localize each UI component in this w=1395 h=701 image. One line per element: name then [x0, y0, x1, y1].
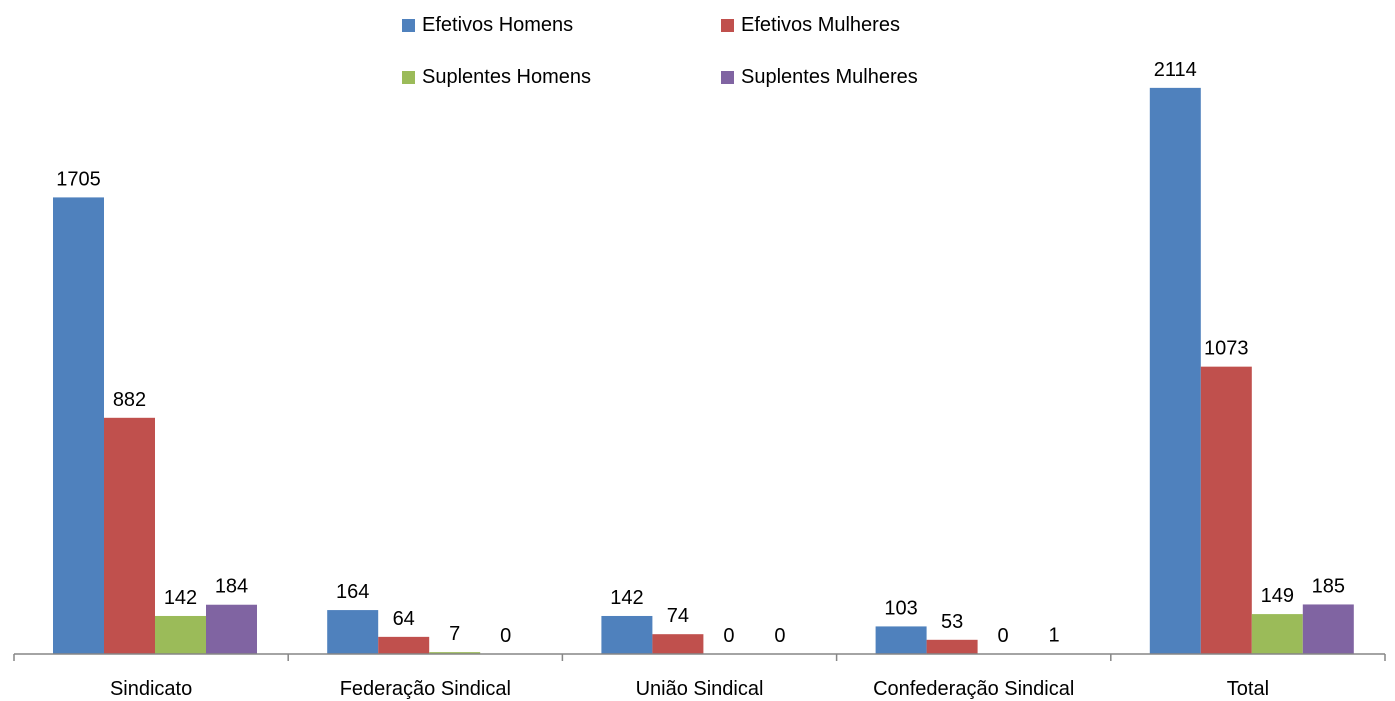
bar [327, 610, 379, 654]
x-tick-label: União Sindical [636, 678, 764, 700]
bar [155, 615, 206, 654]
x-tick-label: Federação Sindical [340, 678, 511, 700]
bar [875, 626, 927, 654]
legend-item-efetivos-homens: Efetivos Homens [402, 14, 573, 37]
x-tick-label: Sindicato [110, 678, 192, 700]
x-tick-label: Total [1227, 678, 1269, 700]
legend-item-efetivos-mulheres: Efetivos Mulheres [721, 14, 900, 37]
data-label: 184 [215, 576, 248, 598]
data-label: 0 [723, 625, 734, 647]
bar [601, 615, 653, 654]
legend-label: Suplentes Mulheres [741, 66, 918, 88]
data-label: 1 [1049, 625, 1060, 647]
data-label: 164 [336, 581, 369, 603]
data-label: 149 [1261, 585, 1294, 607]
bar [104, 417, 155, 654]
legend-swatch [402, 71, 415, 84]
legend-label: Suplentes Homens [422, 66, 591, 88]
bar [429, 652, 481, 654]
data-label: 0 [500, 625, 511, 647]
data-label: 882 [113, 389, 146, 411]
bar [652, 634, 704, 654]
data-label: 142 [164, 587, 197, 609]
data-label: 0 [774, 625, 785, 647]
legend-item-suplentes-mulheres: Suplentes Mulheres [721, 66, 918, 89]
data-label: 142 [610, 587, 643, 609]
bar [926, 639, 978, 654]
data-label: 185 [1312, 575, 1345, 597]
data-label: 64 [393, 608, 415, 630]
bar [1302, 604, 1354, 654]
bar [1149, 87, 1201, 655]
x-tick-label: Confederação Sindical [873, 678, 1074, 700]
legend-item-suplentes-homens: Suplentes Homens [402, 66, 591, 89]
bar [206, 604, 257, 654]
data-label: 53 [941, 611, 963, 633]
data-label: 74 [667, 605, 689, 627]
data-label: 1073 [1204, 338, 1249, 360]
legend-swatch [721, 71, 734, 84]
bar [53, 197, 104, 654]
legend-swatch [721, 19, 734, 32]
legend-swatch [402, 19, 415, 32]
bar [378, 636, 430, 654]
data-label: 103 [884, 597, 917, 619]
bar [1251, 614, 1303, 654]
data-label: 1705 [56, 168, 101, 190]
legend-label: Efetivos Homens [422, 14, 574, 36]
data-label: 0 [998, 625, 1009, 647]
data-label: 2114 [1154, 59, 1197, 81]
bar [1200, 366, 1252, 654]
data-label: 7 [449, 623, 460, 645]
legend-label: Efetivos Mulheres [741, 14, 900, 36]
